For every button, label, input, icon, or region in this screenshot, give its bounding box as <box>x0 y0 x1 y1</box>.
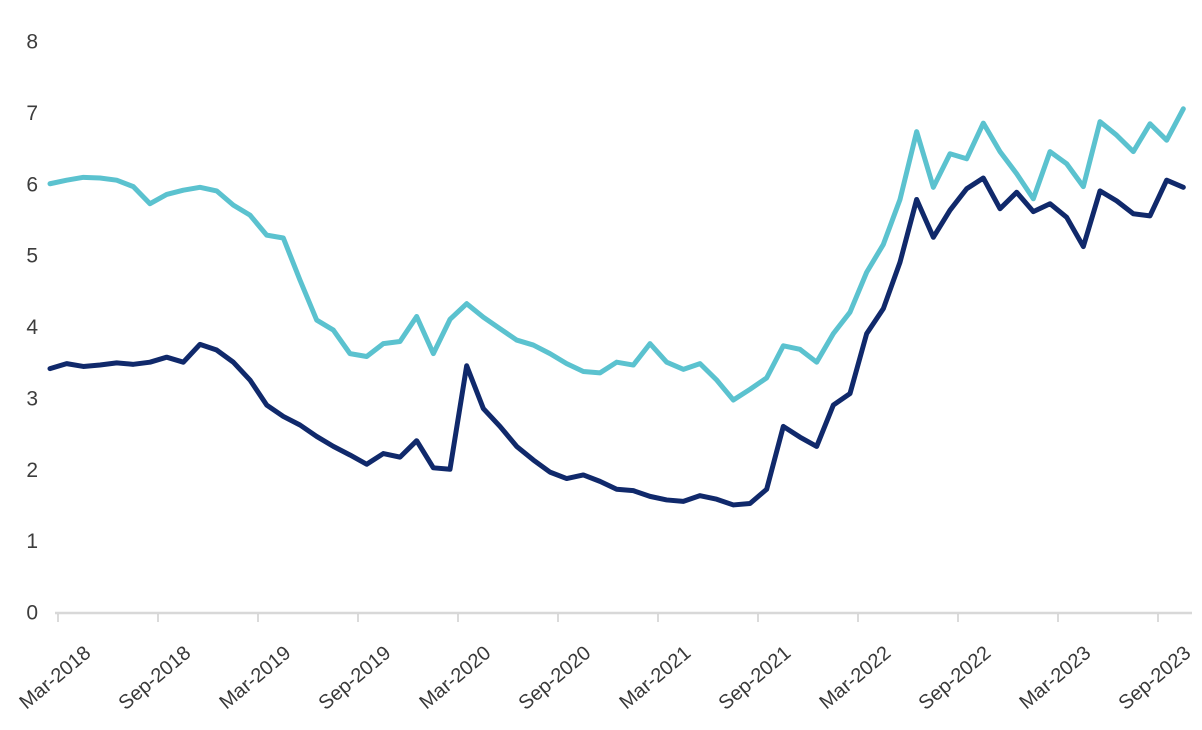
x-axis-tick-label: Mar-2018 <box>15 642 95 714</box>
navy-series-line <box>47 175 1186 508</box>
y-axis-tick-label: 5 <box>26 245 38 268</box>
x-axis-tick-label: Mar-2021 <box>615 642 695 714</box>
y-axis-tick-label: 6 <box>26 173 38 196</box>
y-axis-tick-label: 0 <box>26 602 38 625</box>
y-axis-tick-label: 2 <box>26 459 38 482</box>
y-axis-tick-label: 7 <box>26 102 38 125</box>
teal-series-line <box>47 106 1186 403</box>
y-axis-tick-label: 1 <box>26 530 38 553</box>
x-axis-tick-label: Sep-2018 <box>115 642 196 715</box>
x-axis-tick-label: Sep-2023 <box>1115 642 1196 715</box>
x-axis-tick-label: Sep-2019 <box>315 642 396 715</box>
y-axis-tick-label: 8 <box>26 31 38 54</box>
x-axis-tick-label: Sep-2022 <box>915 642 996 715</box>
x-axis-tick-label: Mar-2019 <box>215 642 295 714</box>
y-axis-tick-label: 4 <box>26 316 38 339</box>
x-axis-tick-label: Mar-2023 <box>1015 642 1095 714</box>
x-axis-tick-label: Mar-2020 <box>415 642 495 714</box>
x-axis-tick-label: Mar-2022 <box>815 642 895 714</box>
x-axis-tick-label: Sep-2021 <box>715 642 796 715</box>
x-axis-tick-label: Sep-2020 <box>515 642 596 715</box>
y-axis-tick-label: 3 <box>26 387 38 410</box>
